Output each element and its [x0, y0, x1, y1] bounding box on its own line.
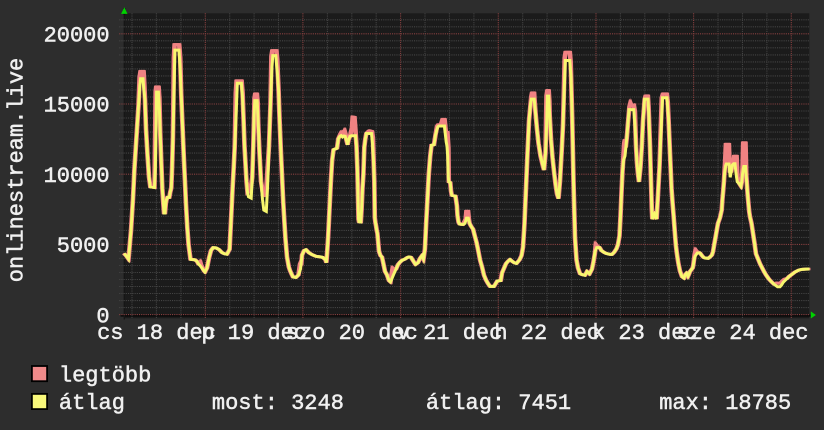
svg-text:max: 18785: max: 18785 [659, 391, 791, 416]
svg-text:átlag: átlag [59, 391, 125, 416]
svg-text:h 22 dec: h 22 dec [494, 321, 600, 346]
svg-text:v 21 dec: v 21 dec [397, 321, 503, 346]
svg-text:szo 20 dec: szo 20 dec [286, 321, 418, 346]
svg-text:onlinestream.live: onlinestream.live [5, 58, 30, 282]
svg-text:átlag: 7451: átlag: 7451 [426, 391, 571, 416]
svg-text:20000: 20000 [44, 24, 110, 49]
svg-text:most: 3248: most: 3248 [212, 391, 344, 416]
svg-text:15000: 15000 [44, 94, 110, 119]
svg-text:10000: 10000 [44, 164, 110, 189]
svg-text:0: 0 [96, 304, 109, 329]
svg-text:p 19 dec: p 19 dec [201, 321, 307, 346]
svg-text:k 23 dec: k 23 dec [592, 321, 698, 346]
svg-text:sze 24 dec: sze 24 dec [676, 321, 808, 346]
svg-text:legtöbb: legtöbb [59, 363, 151, 388]
svg-text:cs 18 dec: cs 18 dec [97, 321, 216, 346]
svg-text:5000: 5000 [57, 234, 110, 259]
